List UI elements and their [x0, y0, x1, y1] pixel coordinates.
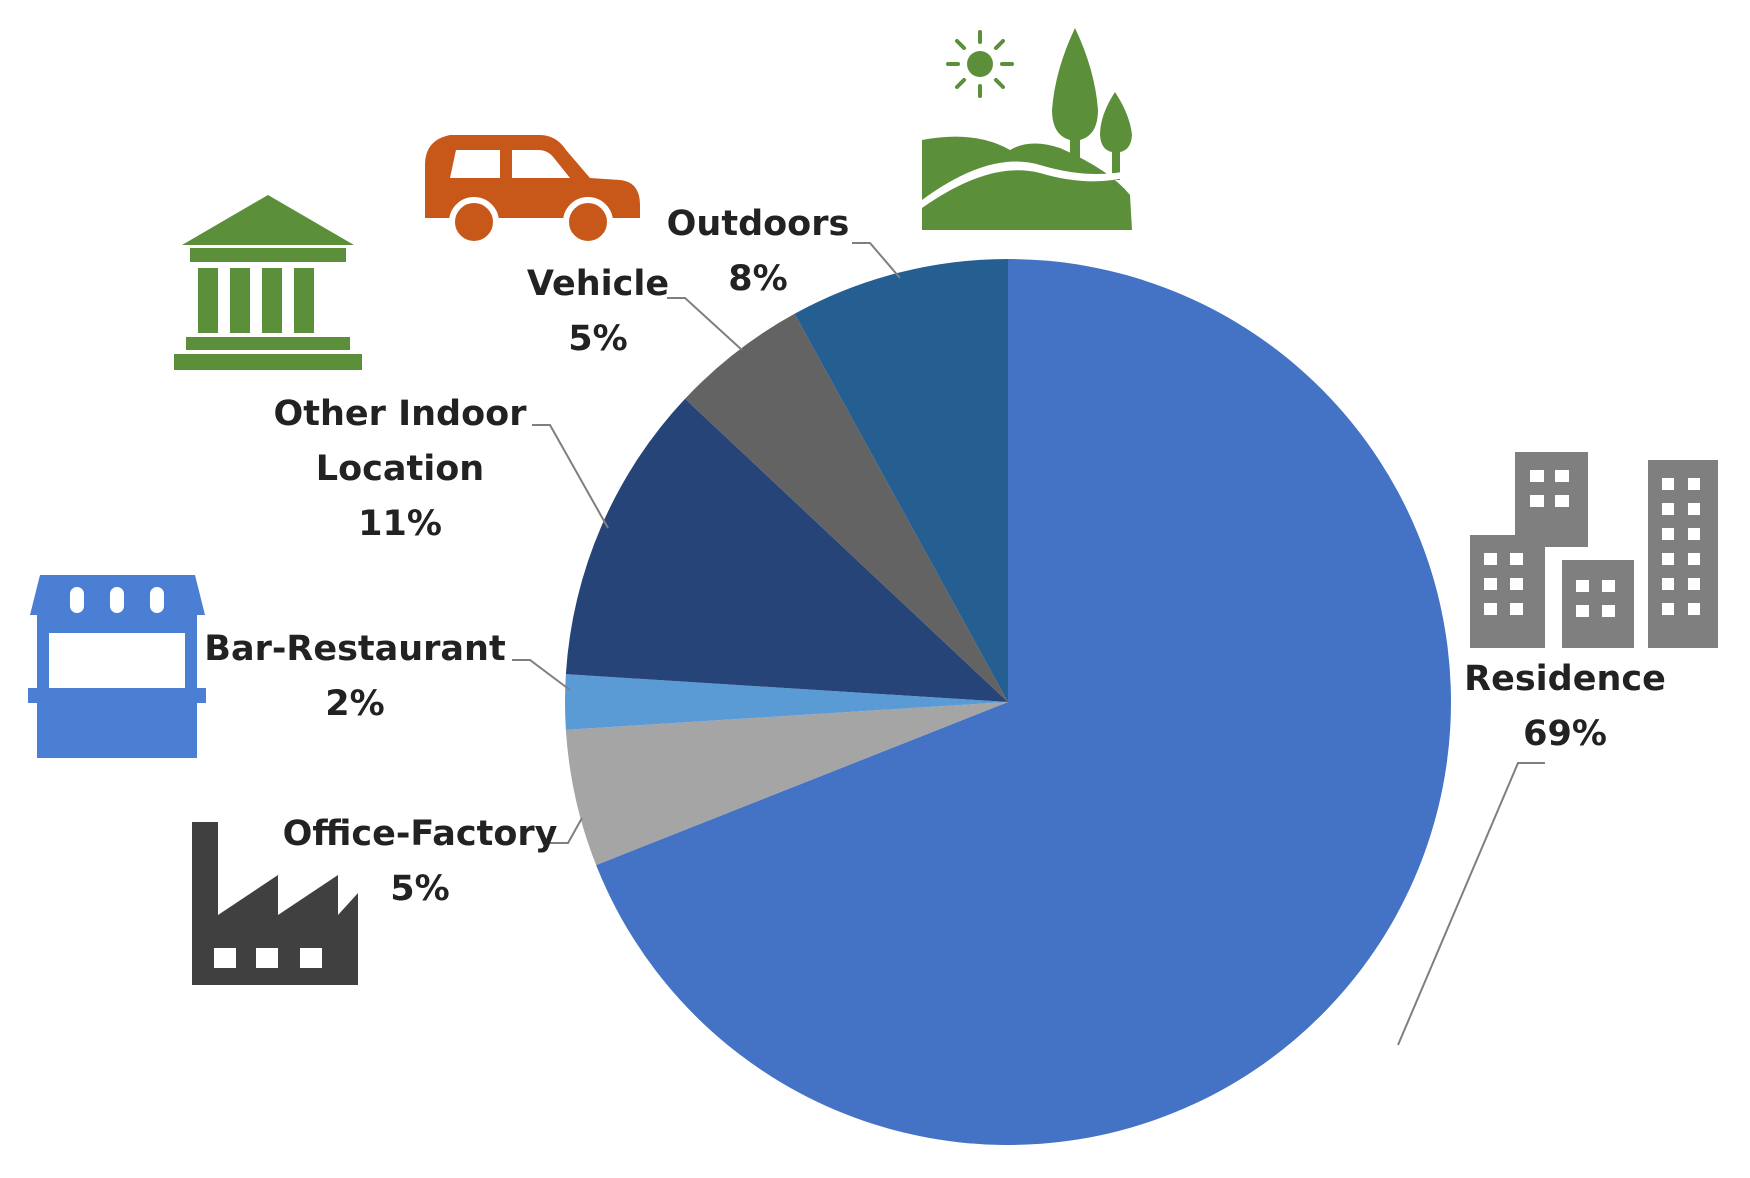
value-vehicle: 5%	[568, 319, 627, 359]
label-outdoors: Outdoors	[667, 204, 850, 244]
car-icon	[425, 135, 640, 247]
leader-outdoors	[852, 242, 901, 279]
label-other-indoor-line1: Other Indoor	[274, 394, 528, 434]
storefront-icon	[28, 575, 206, 758]
pie-slice-other-indoor-location	[565, 398, 1008, 702]
pie-slice-office-factory	[565, 702, 1008, 866]
leader-vehicle	[667, 297, 743, 351]
leader-bar-restaurant	[512, 659, 571, 691]
label-office-factory: Office-Factory	[283, 814, 558, 854]
buildings-icon	[1470, 452, 1718, 648]
pie-slices	[564, 259, 1452, 1145]
value-residence: 69%	[1523, 714, 1607, 754]
public-building-icon	[174, 195, 362, 370]
pie-slice-bar-restaurant	[564, 674, 1008, 730]
label-other-indoor-line2: Location	[316, 449, 484, 489]
leader-lines	[512, 242, 1545, 1046]
value-bar-restaurant: 2%	[325, 684, 384, 724]
value-other-indoor: 11%	[358, 504, 442, 544]
value-office-factory: 5%	[390, 869, 449, 909]
leader-other-indoor	[532, 424, 609, 529]
leader-office-factory	[550, 817, 583, 844]
label-vehicle: Vehicle	[527, 264, 669, 304]
leader-residence	[1397, 762, 1545, 1046]
value-outdoors: 8%	[728, 259, 787, 299]
pie-slice-vehicle	[685, 313, 1008, 702]
label-bar-restaurant: Bar-Restaurant	[204, 629, 505, 669]
factory-icon	[192, 822, 358, 985]
landscape-icon	[922, 28, 1132, 230]
pie-slice-residence	[596, 259, 1452, 1145]
label-residence: Residence	[1464, 659, 1666, 699]
pie-slice-outdoors	[794, 259, 1008, 702]
